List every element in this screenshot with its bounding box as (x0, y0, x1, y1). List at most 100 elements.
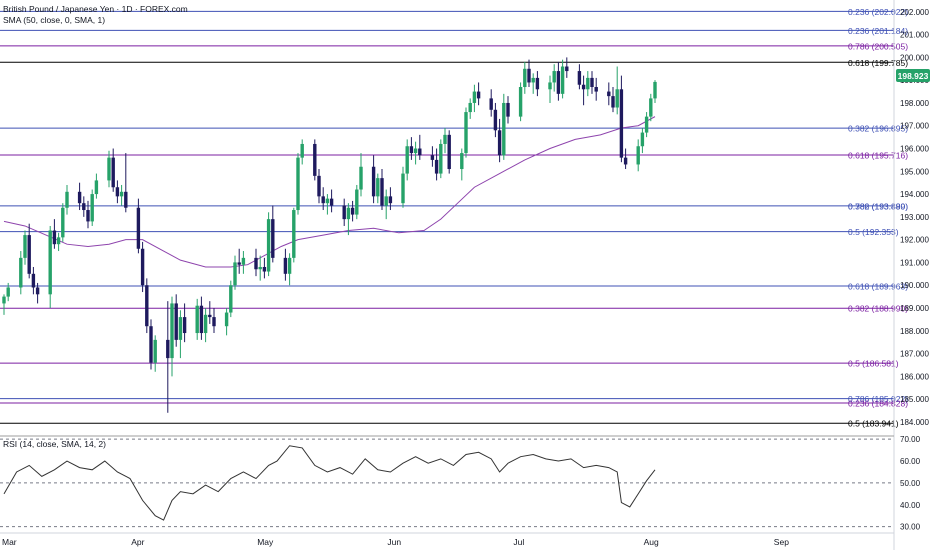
candle-up (586, 71, 590, 97)
candle-down (115, 180, 120, 204)
price-tick-label: 195.000 (900, 167, 929, 176)
candle-body (258, 266, 262, 270)
candle-up (19, 251, 23, 295)
candle-down (434, 148, 439, 181)
candle-up (153, 335, 157, 372)
candle-body (182, 317, 187, 334)
candle-body (405, 146, 409, 174)
candle-body (153, 339, 157, 363)
candle-up (241, 251, 246, 274)
candle-up (296, 153, 300, 215)
candle-body (489, 98, 493, 110)
price-tick-label: 187.000 (900, 350, 929, 359)
candle-body (140, 248, 145, 286)
candle-up (56, 232, 61, 252)
candle-body (388, 196, 393, 204)
candle-up (65, 184, 69, 215)
candle-body (384, 196, 388, 206)
candle-down (313, 139, 317, 181)
candle-up (531, 73, 535, 94)
candle-up (443, 128, 447, 154)
candle-body (380, 178, 384, 206)
candle-up (258, 255, 262, 281)
candle-up (292, 207, 296, 263)
candle-up (195, 298, 199, 340)
candle-down (82, 196, 86, 217)
candle-body (590, 77, 594, 88)
candle-down (124, 153, 128, 213)
candle-body (208, 314, 212, 318)
candle-down (321, 187, 325, 211)
candle-up (560, 59, 565, 99)
candle-body (313, 143, 317, 176)
price-tick-label: 186.000 (900, 372, 929, 381)
candle-body (548, 82, 552, 90)
candle-body (23, 235, 27, 258)
candle-body (35, 287, 40, 295)
candle-down (594, 77, 598, 101)
month-label: Sep (774, 537, 789, 547)
candle-body (195, 305, 199, 334)
rsi-tick-label: 30.00 (900, 523, 921, 532)
candle-down (619, 75, 624, 163)
candle-down (136, 198, 141, 254)
candle-body (443, 134, 447, 144)
candle-down (140, 241, 145, 293)
candle-body (6, 287, 10, 297)
candle-body (619, 89, 624, 158)
candle-body (317, 175, 321, 197)
fib-level-label: 0.236 (202.022) (848, 7, 908, 17)
candle-body (346, 207, 351, 220)
candle-body (552, 71, 556, 83)
candle-body (27, 235, 31, 274)
candle-up (636, 139, 640, 172)
candle-up (203, 307, 208, 343)
price-tick-label: 202.000 (900, 8, 929, 17)
candle-up (119, 184, 124, 206)
candle-body (413, 148, 418, 154)
candle-body (266, 219, 271, 272)
candle-body (119, 191, 124, 197)
price-tick-label: 200.000 (900, 53, 929, 62)
candle-body (565, 66, 569, 72)
candle-up (107, 150, 111, 188)
candle-body (594, 87, 598, 92)
fib-level-label: 0.786 (200.505) (848, 41, 908, 51)
month-label: Jun (387, 537, 401, 547)
price-tick-label: 184.000 (900, 418, 929, 427)
rsi-axis: 30.00 40.00 50.00 60.00 70.00 (900, 435, 921, 531)
candle-body (342, 205, 346, 220)
candle-up (472, 84, 477, 113)
candle-up (384, 189, 388, 220)
candle-up (287, 253, 292, 286)
candle-up (644, 112, 649, 138)
chart-title: British Pound / Japanese Yen · 1D · FORE… (3, 4, 188, 14)
candle-body (468, 102, 472, 113)
candle-up (61, 203, 65, 242)
candle-body (460, 153, 464, 170)
time-axis: Mar Apr May Jun Jul Aug Sep (0, 532, 894, 547)
candle-up (518, 82, 523, 122)
candle-body (136, 207, 141, 249)
candle-down (350, 200, 355, 222)
candle-body (611, 96, 615, 108)
candle-down (388, 187, 393, 211)
fib-level-label: 0.382 (196.895) (848, 124, 908, 134)
fib-level-label: 0.382 (188.990) (848, 304, 908, 314)
candle-down (254, 248, 258, 277)
candle-up (401, 166, 405, 208)
month-label: Jul (513, 537, 524, 547)
candle-up (460, 148, 464, 181)
candle-body (178, 317, 183, 340)
candle-up (2, 294, 6, 315)
candle-down (111, 148, 115, 192)
candle-body (77, 191, 82, 204)
last-price-value: 198.923 (898, 71, 929, 81)
candle-up (48, 225, 52, 308)
candle-body (640, 132, 645, 147)
fib-level-label: 0.786 (193.480) (848, 201, 908, 211)
candle-body (86, 210, 90, 222)
candle-down (611, 87, 615, 113)
candle-body (56, 237, 61, 245)
